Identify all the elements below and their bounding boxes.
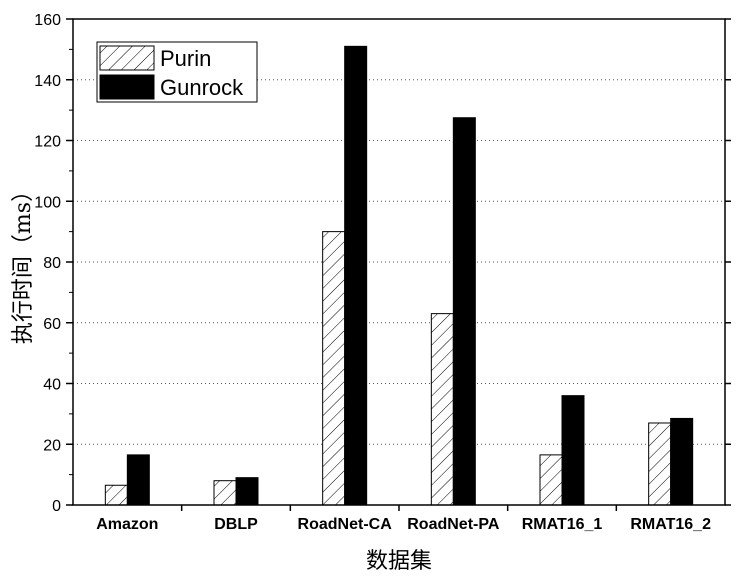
bar-gunrock xyxy=(126,454,150,506)
bar-purin xyxy=(539,454,563,506)
y-tick-label: 20 xyxy=(43,437,61,454)
y-tick-label: 160 xyxy=(34,12,61,29)
bar-gunrock xyxy=(235,477,259,506)
legend-swatch-gunrock xyxy=(99,74,155,100)
bar-gunrock xyxy=(452,117,476,506)
gridlines xyxy=(73,79,725,445)
y-tick-label: 140 xyxy=(34,73,61,90)
legend-label-gunrock: Gunrock xyxy=(160,75,244,100)
y-axis-title: 执行时间（ms） xyxy=(11,180,36,344)
y-tick-label: 0 xyxy=(52,498,61,515)
y-tick-label: 40 xyxy=(43,377,61,394)
x-tick-label: DBLP xyxy=(214,516,258,533)
axes xyxy=(66,18,731,511)
plot-frame xyxy=(72,18,726,506)
bar-purin xyxy=(430,313,454,506)
legend: Purin Gunrock xyxy=(96,41,258,103)
y-tick-label: 80 xyxy=(43,255,61,272)
bar-purin xyxy=(104,484,128,506)
x-axis-title: 数据集 xyxy=(366,549,432,574)
bar-purin xyxy=(322,231,346,506)
bar-gunrock xyxy=(344,45,368,506)
x-tick-label: Amazon xyxy=(96,516,158,533)
labels: 0 20 40 60 80 100 120 140 160 Amazon DBLP RoadNet-C… xyxy=(34,12,711,533)
x-tick-label: RMAT16_1 xyxy=(522,516,603,533)
legend-label-purin: Purin xyxy=(160,46,211,71)
x-tick-label: RMAT16_2 xyxy=(630,516,711,533)
bar-gunrock xyxy=(670,417,694,506)
y-tick-label: 120 xyxy=(34,134,61,151)
y-tick-label: 100 xyxy=(34,194,61,211)
bar-purin xyxy=(648,422,672,506)
bar-purin xyxy=(213,480,237,506)
legend-swatch-purin xyxy=(99,45,155,71)
bars xyxy=(104,45,694,506)
y-tick-label: 60 xyxy=(43,316,61,333)
x-tick-label: RoadNet-CA xyxy=(298,516,393,533)
bar-gunrock xyxy=(561,395,585,506)
x-tick-label: RoadNet-PA xyxy=(407,516,500,533)
